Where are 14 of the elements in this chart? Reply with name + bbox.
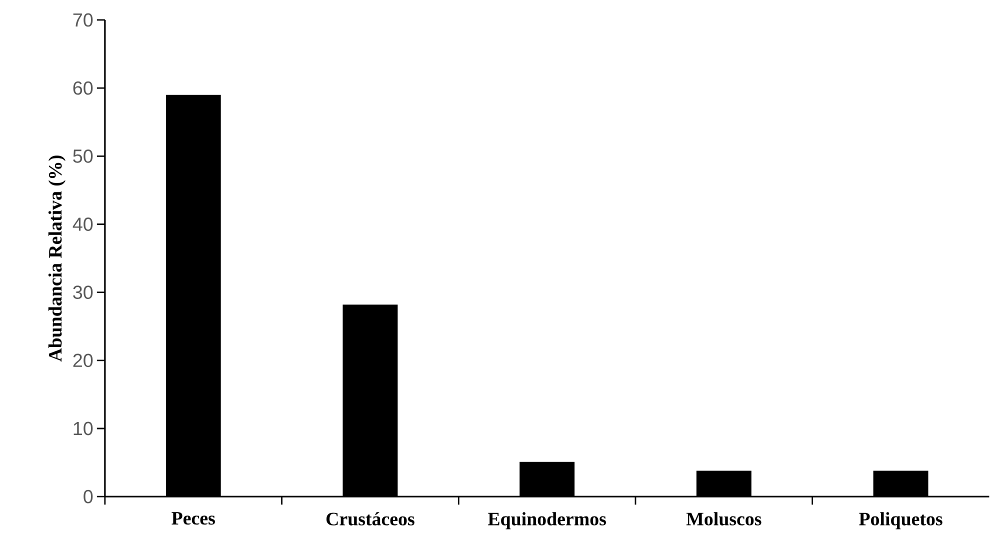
y-tick-label: 40 — [72, 218, 93, 232]
y-tick-label: 60 — [73, 82, 93, 95]
x-tick-label: Equinodermos — [488, 512, 606, 530]
x-tick-label: Poliquetos — [859, 512, 942, 530]
y-tick-label: 70 — [73, 14, 93, 27]
y-axis-title: Abundancia Relativa (%) — [48, 156, 66, 362]
x-tick-label: Peces — [172, 512, 215, 525]
y-tick-label: 50 — [73, 150, 93, 164]
y-tick-label: 0 — [84, 490, 93, 504]
y-tick-label: 10 — [74, 422, 93, 436]
y-tick-label: 20 — [73, 354, 93, 368]
x-tick-label: Moluscos — [686, 512, 762, 526]
x-tick-label: Crustáceos — [326, 512, 414, 526]
y-tick-label: 30 — [73, 286, 93, 300]
